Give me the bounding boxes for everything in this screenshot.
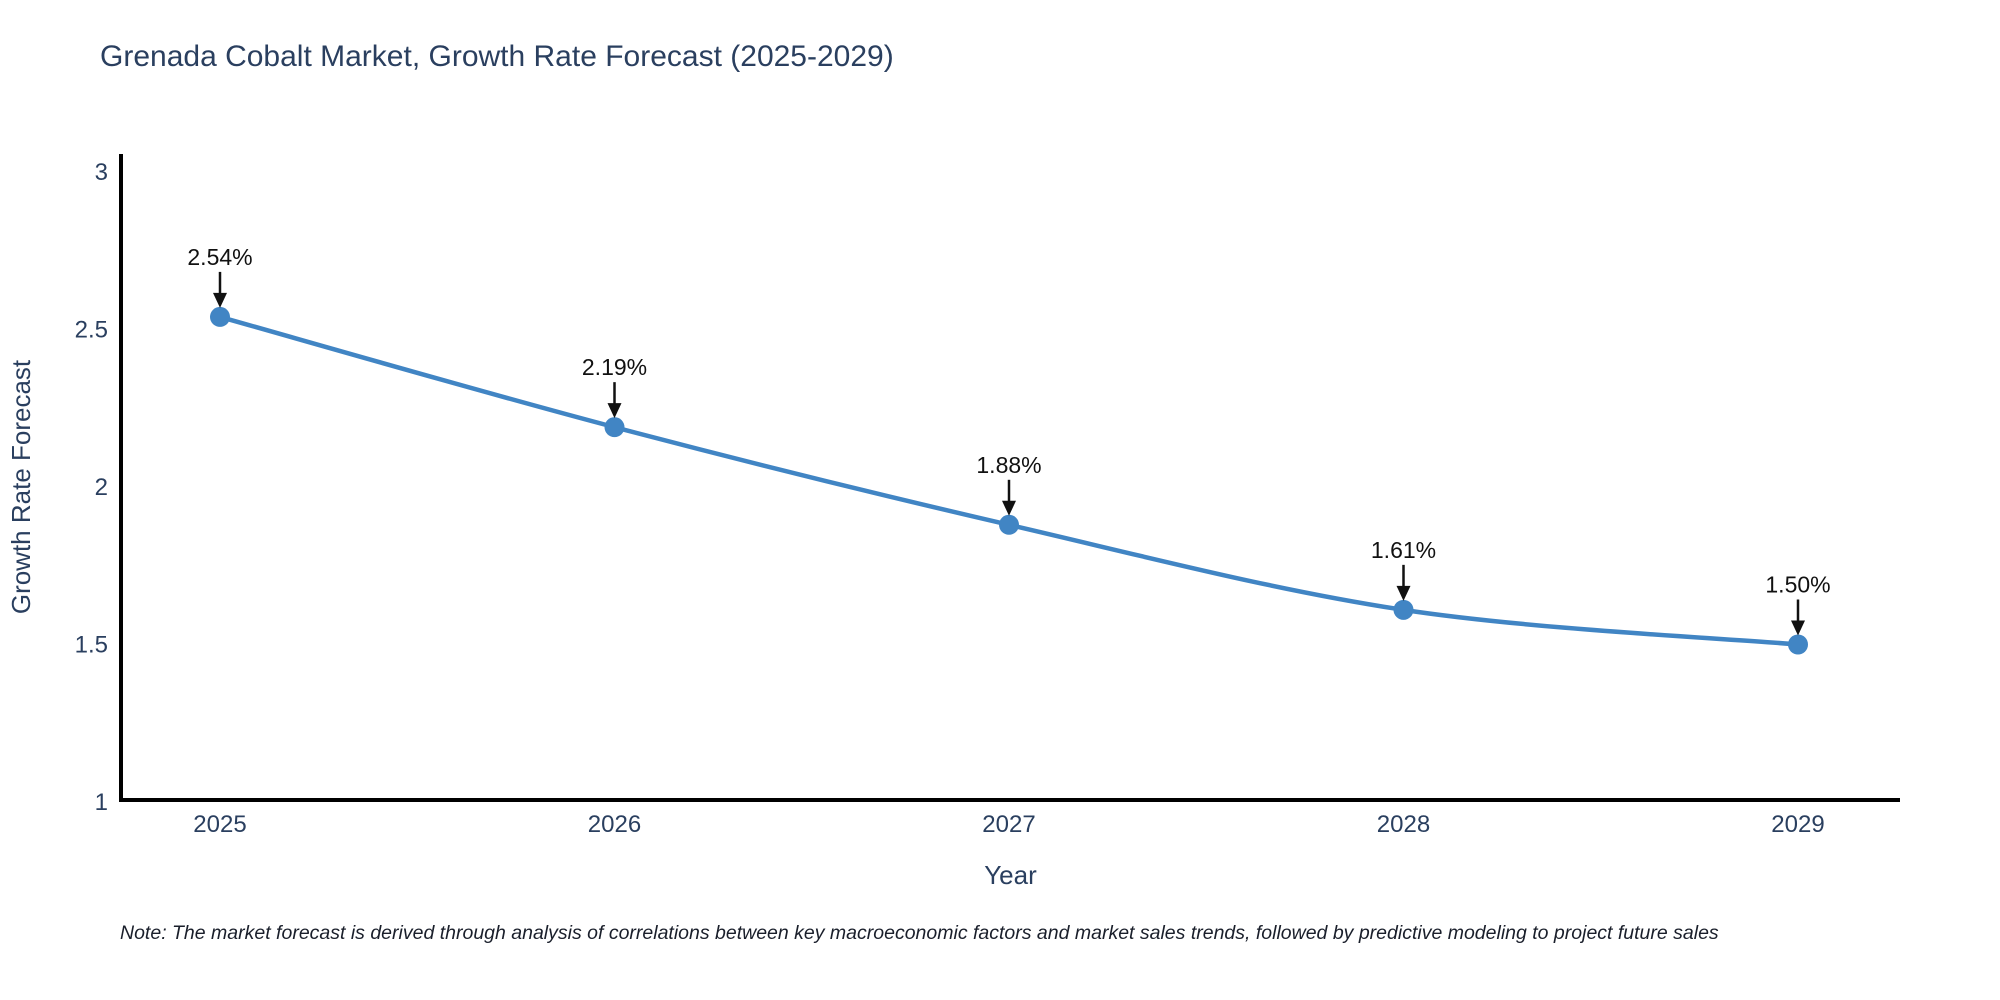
data-point[interactable]	[1788, 634, 1808, 655]
data-point[interactable]	[604, 417, 625, 438]
footnote: Note: The market forecast is derived thr…	[120, 922, 1719, 944]
x-tick-label: 2029	[1771, 811, 1824, 838]
x-tick-label: 2026	[588, 811, 641, 838]
y-tick-label: 2	[95, 474, 108, 501]
axis-lines	[119, 154, 1900, 802]
point-annotation: 1.50%	[1765, 572, 1830, 598]
y-tick-label: 1	[95, 789, 108, 816]
annotation-arrow-head	[607, 403, 622, 419]
chart-title: Grenada Cobalt Market, Growth Rate Forec…	[100, 40, 894, 73]
point-annotation: 1.88%	[976, 452, 1041, 478]
x-tick-label: 2025	[193, 811, 246, 838]
data-point[interactable]	[210, 306, 230, 327]
point-annotation: 2.19%	[582, 354, 647, 380]
annotation-arrow-head	[213, 292, 227, 308]
annotation-arrow-head	[1791, 620, 1805, 636]
annotation-arrow-head	[1002, 500, 1016, 516]
x-tick-label: 2028	[1377, 811, 1430, 838]
y-tick-label: 3	[95, 159, 108, 186]
y-tick-label: 2.5	[75, 317, 108, 344]
point-annotation: 1.61%	[1371, 537, 1436, 563]
point-annotation: 2.54%	[187, 244, 252, 270]
y-tick-label: 1.5	[75, 632, 108, 659]
y-axis-title: Growth Rate Forecast	[6, 359, 36, 614]
x-tick-label: 2027	[982, 811, 1035, 838]
data-point[interactable]	[1393, 599, 1414, 620]
data-point[interactable]	[999, 514, 1019, 535]
annotation-arrow-head	[1396, 585, 1411, 601]
x-axis-title: Year	[984, 860, 1037, 890]
